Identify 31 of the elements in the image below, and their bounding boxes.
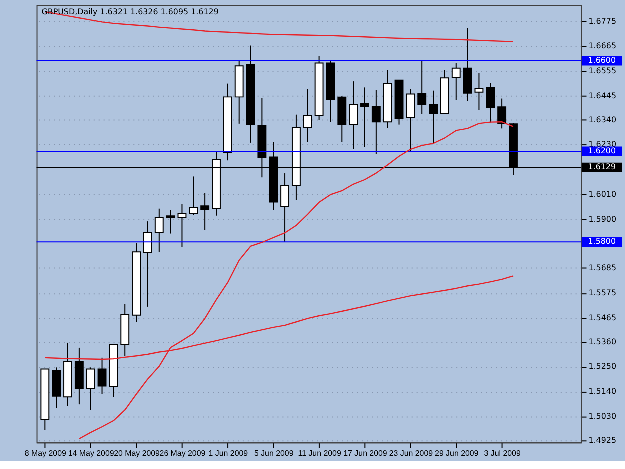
chart-title: GBPUSD,Daily 1.6321 1.6326 1.6095 1.6129	[42, 7, 219, 16]
x-tick-label: 29 Jun 2009	[435, 449, 480, 458]
y-tick-label: 1.5360	[588, 337, 617, 346]
y-tick-label: 1.4925	[588, 436, 617, 445]
ref-line-label: 1.6129	[588, 162, 616, 172]
y-tick-label: 1.5900	[588, 214, 617, 224]
x-tick-label: 3 Jul 2009	[484, 449, 522, 458]
x-tick-label: 17 Jun 2009	[344, 449, 388, 458]
x-tick-label: 23 Jun 2009	[389, 449, 434, 458]
y-tick-label: 1.6665	[588, 42, 617, 51]
y-tick-label: 1.6445	[588, 92, 617, 101]
y-tick-label: 1.6340	[588, 115, 617, 124]
x-tick-label: 1 Jun 2009	[208, 449, 249, 458]
x-tick-label: 8 May 2009	[24, 449, 67, 458]
y-tick-label: 1.5465	[588, 314, 617, 323]
x-tick-label: 26 May 2009	[160, 449, 206, 458]
ref-line-label: 1.6200	[588, 146, 616, 156]
y-tick-label: 1.5685	[588, 264, 617, 273]
x-tick-label: 20 May 2009	[114, 449, 161, 458]
y-tick-label: 1.5140	[588, 387, 617, 396]
y-tick-label: 1.5030	[588, 412, 617, 422]
y-tick-label: 1.5575	[588, 288, 617, 298]
x-tick-label: 5 Jun 2009	[254, 449, 294, 458]
y-tick-label: 1.6775	[588, 16, 617, 26]
y-tick-label: 1.5250	[588, 362, 617, 372]
x-tick-label: 11 Jun 2009	[298, 449, 342, 458]
y-tick-label: 1.6010	[588, 190, 617, 200]
ref-line-label: 1.6600	[588, 56, 616, 65]
y-tick-label: 1.6555	[588, 66, 617, 76]
ref-line-label: 1.5800	[588, 237, 616, 246]
x-tick-label: 14 May 2009	[68, 449, 115, 458]
